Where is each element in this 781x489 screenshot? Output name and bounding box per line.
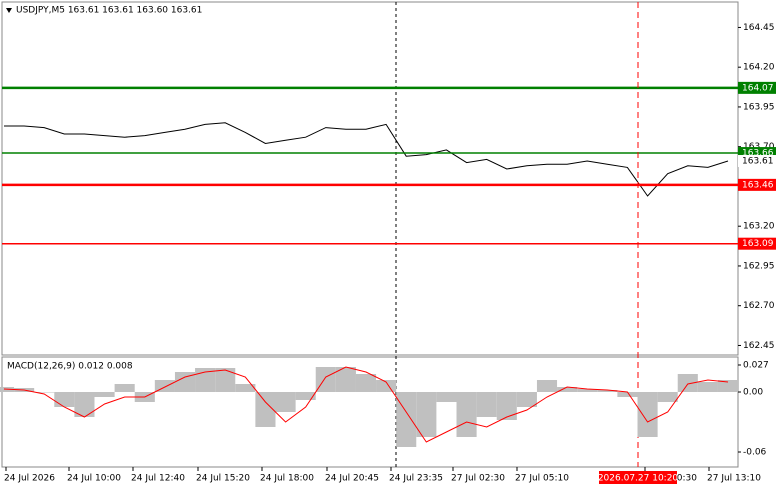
macd-bar [536,380,558,392]
y-tick-label: 0.00 [743,388,763,398]
macd-bar [335,367,356,392]
macd-bar [557,387,578,392]
y-tick-label: 164.45 [743,23,775,33]
macd-bar [255,392,276,427]
level-label-box [738,81,776,94]
last-price-label: 163.61 [742,157,774,167]
x-tick-label: 24 Jul 2026 [4,474,55,484]
macd-bar [677,374,698,392]
macd-bar [174,372,196,392]
macd-bar [516,392,537,407]
macd-bar [597,390,618,392]
chart-title: USDJPY,M5 163.61 163.61 163.60 163.61 [16,6,202,16]
x-tick-label: 27 Jul 13:10 [707,474,761,484]
macd-bar [697,382,718,392]
x-tick-label: 24 Jul 23:35 [389,474,443,484]
macd-bar [315,367,336,392]
macd-bar [416,392,437,437]
level-label: 163.46 [742,180,774,190]
cursor-label: 2026.07.27 10:20 [598,474,679,484]
y-tick-label: 162.95 [743,261,775,271]
macd-bar [617,392,638,397]
x-tick-label: 24 Jul 12:40 [131,474,185,484]
y-tick-label: 163.20 [743,222,775,232]
macd-bar [396,392,417,447]
price-panel [1,1,739,356]
macd-bar [275,392,296,412]
y-tick-label: -0.06 [743,448,767,458]
macd-bar [74,392,95,417]
last-price-box [738,155,776,168]
macd-bar [215,368,236,392]
x-tick-label: 24 Jul 18:00 [260,474,314,484]
macd-bar [235,384,256,392]
x-tick-label: 24 Jul 20:45 [325,474,379,484]
level-label: 163.09 [742,239,774,249]
x-tick-label: 27 Jul 05:10 [515,474,569,484]
macd-bar [456,392,477,437]
y-tick-label: 163.95 [743,102,775,112]
y-tick-label: 162.45 [743,341,775,351]
y-tick-label: 164.20 [743,63,775,73]
level-label: 163.66 [742,149,774,159]
level-label-box [738,237,776,250]
x-tick-label: 24 Jul 15:20 [196,474,250,484]
macd-bar [295,392,316,400]
menu-arrow [6,8,12,13]
level-label-box [738,178,776,191]
y-tick-label: 162.70 [743,301,775,311]
macd-bar [436,392,457,402]
x-tick-label: 27 Jul 02:30 [451,474,505,484]
macd-title: MACD(12,26,9) 0.012 0.008 [7,362,133,372]
y-tick-label: 0.027 [743,361,769,371]
level-label: 164.07 [742,83,774,93]
macd-bar [34,392,55,393]
price-line [4,122,729,197]
macd-bar [637,392,658,437]
macd-bar [496,392,517,420]
macd-bar [195,368,216,392]
macd-bar [114,384,135,392]
macd-bar [355,374,377,392]
signal-line [3,366,729,443]
macd-bar [657,392,678,402]
cursor-label-box [599,471,677,484]
x-tick-label: 24 Jul 10:00 [67,474,121,484]
macd-bar [577,389,598,392]
macd-bar [476,392,497,417]
macd-bar [54,392,75,407]
macd-bar [717,380,739,392]
macd-panel [1,356,739,468]
macd-bar [94,392,115,397]
